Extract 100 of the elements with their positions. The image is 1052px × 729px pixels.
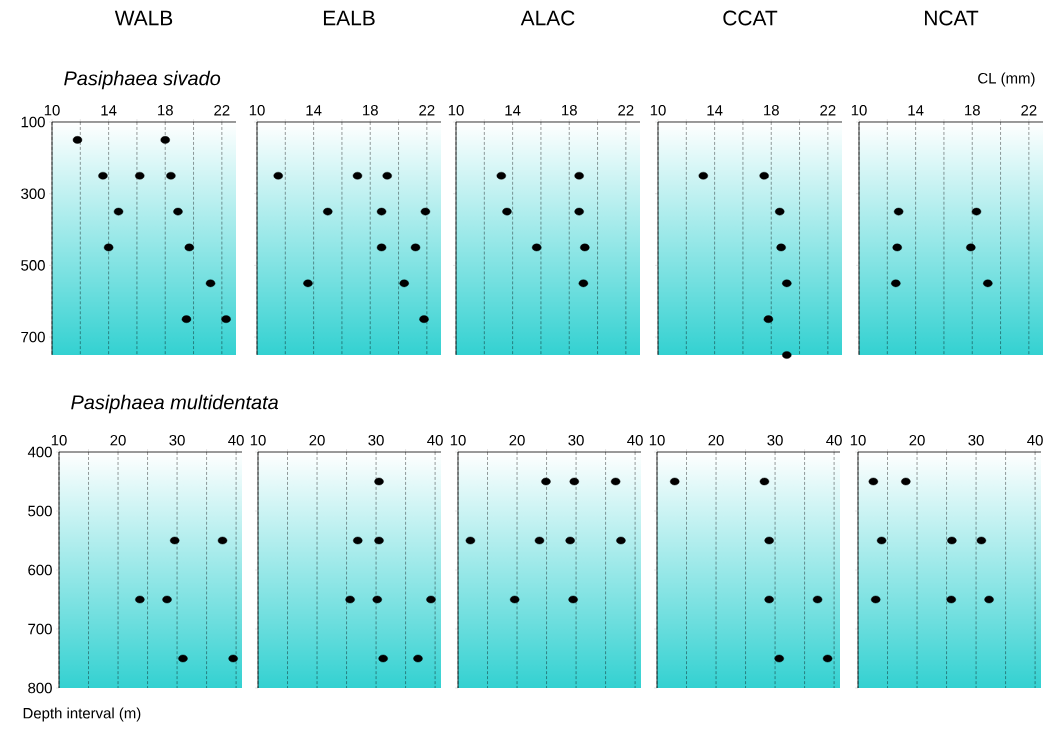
x-tick-label: 20 [909,434,925,446]
y-tick-label: 500 [21,260,45,271]
x-tick-label: 20 [509,434,525,446]
point [353,536,363,545]
point [382,171,392,180]
point [764,536,774,545]
x-tick-label: 18 [363,104,378,116]
chart-title: EALB [323,10,375,26]
point [162,595,172,604]
point [822,654,833,663]
x-tick-label: 30 [368,434,384,446]
point [72,136,83,144]
point [372,595,382,604]
point [160,136,170,144]
point [173,207,183,216]
x-tick-label: 30 [767,434,783,446]
point [763,315,774,323]
x-tick-label: 14 [908,105,924,116]
x-tick-label: 14 [505,105,521,116]
x-tick-label: 10 [851,104,867,116]
point [184,243,194,252]
point [181,315,192,323]
x-tick-label: 18 [764,104,779,116]
point [205,279,216,288]
point [135,595,145,604]
point [496,171,506,180]
y-tick-label: 700 [21,331,45,343]
x-tick-label: 10 [249,104,265,116]
x-tick-label: 20 [110,434,126,446]
point [345,595,355,604]
point [413,654,423,663]
x-tick-label: 40 [228,434,244,446]
chart-title: WALB [114,10,173,26]
point [670,477,680,486]
point [376,207,387,216]
x-tick-label: 10 [44,104,60,116]
x-tick-label: 14 [101,105,117,116]
x-tick-label: 22 [214,105,230,116]
x-tick-label: 22 [820,105,836,116]
x-tick-label: 10 [448,104,464,116]
y-tick-label: 800 [28,682,52,694]
x-tick-label: 10 [650,104,666,116]
point [776,243,786,252]
x-tick-label: 20 [309,434,325,446]
x-tick-label: 22 [1021,105,1037,116]
point [376,243,387,252]
x-tick-label: 10 [850,434,866,446]
point [419,315,429,323]
x-tick-label: 30 [968,434,984,446]
point [303,279,313,288]
y-tick-label: 400 [27,446,52,458]
point [774,654,784,663]
y-tick-label: 700 [28,623,52,635]
point [775,207,785,216]
y-tick-label: 300 [21,188,45,199]
x-tick-label: 40 [427,434,443,446]
point [273,171,283,180]
y-tick-label: 600 [28,564,52,576]
x-tick-label: 40 [627,434,643,446]
x-tick-label: 40 [826,434,842,446]
point [98,171,108,180]
point [782,351,792,359]
point [759,171,769,180]
x-axis-title: CL (mm) [978,72,1035,87]
y-tick-label: 100 [21,116,45,128]
x-tick-label: 18 [158,104,173,116]
point [135,171,145,180]
x-tick-label: 30 [169,434,185,446]
point [378,654,388,663]
point [113,207,124,216]
point [531,243,542,252]
point [574,171,584,180]
point [759,477,770,486]
x-tick-label: 10 [649,434,665,446]
y-tick-label: 500 [28,505,52,517]
chart-title: ALAC [520,10,575,26]
point [166,171,176,180]
point [323,207,333,216]
x-tick-label: 14 [306,105,322,116]
point [399,279,409,288]
point [374,477,384,486]
x-tick-label: 22 [618,105,634,116]
x-tick-label: 18 [965,104,980,116]
x-tick-label: 22 [419,105,435,116]
point [578,279,589,288]
x-tick-label: 10 [450,434,466,446]
chart-subtitle: Pasiphaea sivado [64,70,221,90]
x-tick-label: 10 [51,434,67,446]
point [170,536,180,545]
x-tick-label: 40 [1027,434,1043,446]
point [410,243,421,252]
y-axis-title: Depth interval (m) [23,707,141,722]
point [574,207,584,216]
point [502,207,512,216]
point [217,536,228,545]
point [103,243,114,252]
point [698,171,708,180]
point [178,654,188,663]
x-tick-label: 18 [562,104,577,116]
point [374,536,384,545]
